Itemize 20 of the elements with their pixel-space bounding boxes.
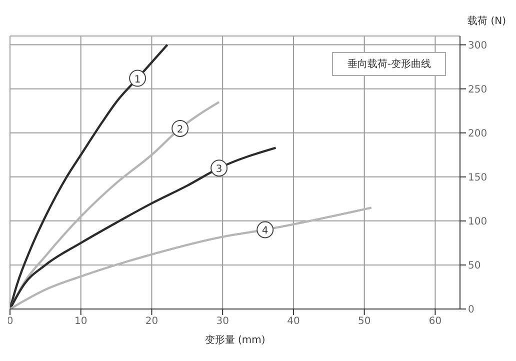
x-tick-label: 60	[428, 316, 442, 328]
y-tick-label: 50	[468, 260, 481, 272]
series-label: 1	[134, 74, 141, 86]
y-tick-label: 300	[468, 40, 488, 52]
series-label: 2	[176, 124, 184, 136]
y-tick-label: 200	[468, 128, 488, 140]
y-tick-label: 100	[468, 216, 488, 228]
y-tick-label: 250	[468, 84, 488, 96]
series-label: 4	[262, 226, 268, 237]
x-tick-label: 10	[74, 316, 88, 328]
text: 垂向载荷-变形曲线	[332, 52, 446, 76]
y-axis-title: 载荷 (N)	[468, 14, 506, 28]
y-tick-label: 0	[468, 304, 474, 316]
x-tick-label: 50	[358, 316, 371, 328]
series-label: 3	[216, 164, 222, 176]
x-tick-label: 20	[145, 316, 158, 328]
x-tick-label: 30	[216, 316, 229, 328]
x-tick-label: 40	[287, 316, 300, 328]
x-axis-title: 变形量 (mm)	[204, 334, 266, 346]
y-tick-label: 150	[468, 172, 488, 184]
